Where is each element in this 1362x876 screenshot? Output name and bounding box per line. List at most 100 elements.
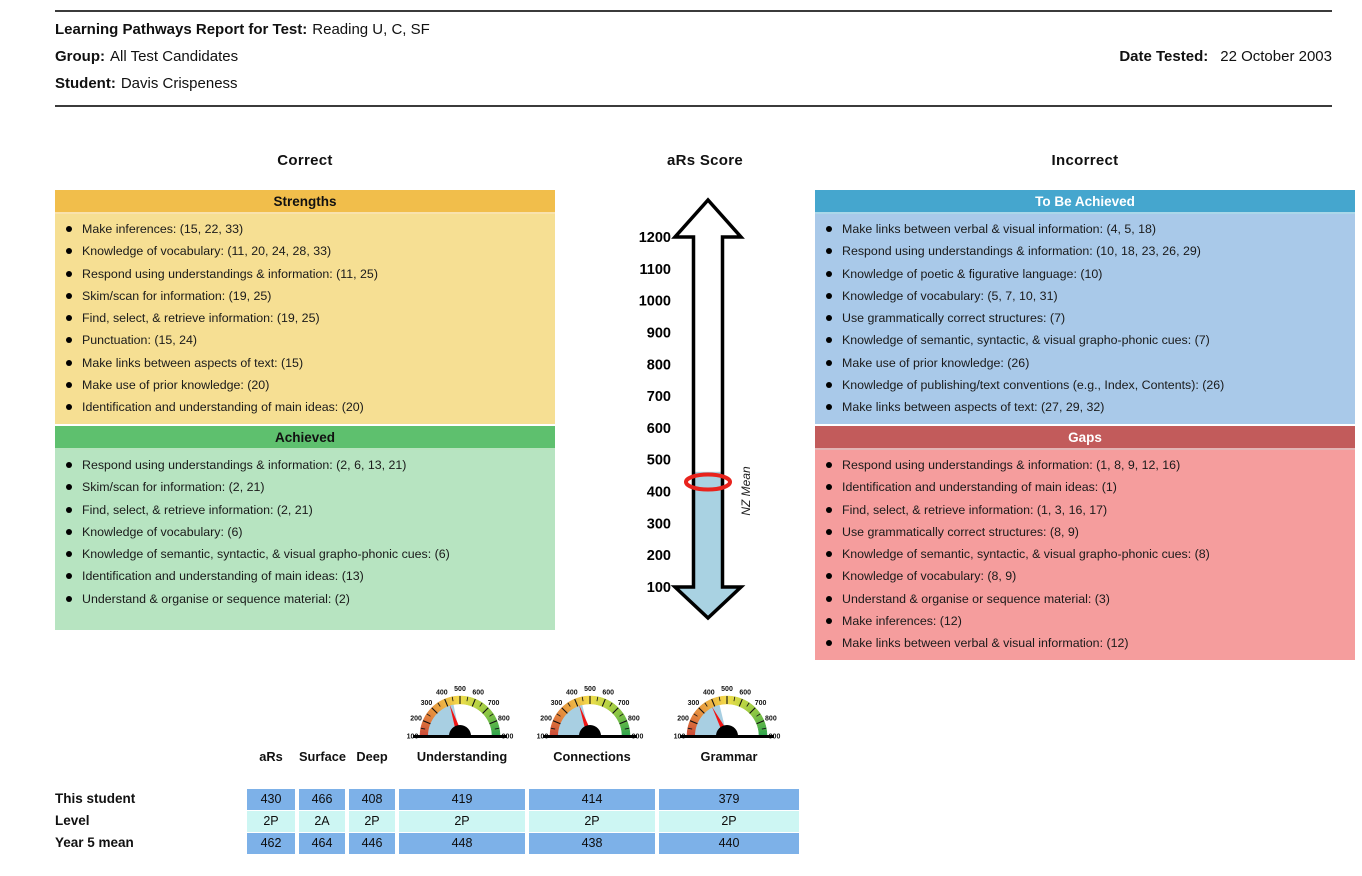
score-cell: 414	[529, 789, 655, 810]
svg-text:800: 800	[765, 715, 777, 722]
score-cell: 462	[247, 833, 295, 854]
svg-text:600: 600	[647, 421, 671, 437]
achieved-panel: Achieved Respond using understandings & …	[55, 426, 555, 630]
skill-item: Use grammatically correct structures: (8…	[815, 521, 1355, 543]
svg-text:700: 700	[488, 700, 500, 707]
skill-item: Make inferences: (15, 22, 33)	[55, 218, 555, 240]
skill-item: Knowledge of semantic, syntactic, & visu…	[815, 329, 1355, 351]
gauge-understanding: 100 200 300 400 500 600 700 800 900	[400, 682, 520, 744]
svg-text:500: 500	[647, 453, 671, 469]
svg-text:900: 900	[502, 734, 514, 741]
score-cell: 440	[659, 833, 799, 854]
svg-text:800: 800	[628, 715, 640, 722]
score-cell: 379	[659, 789, 799, 810]
svg-text:300: 300	[551, 700, 563, 707]
svg-text:300: 300	[421, 700, 433, 707]
score-cell: 2P	[247, 811, 295, 832]
score-row-label: This student	[55, 791, 136, 806]
skill-item: Respond using understandings & informati…	[55, 454, 555, 476]
gaps-panel-title: Gaps	[815, 426, 1355, 450]
svg-text:100: 100	[647, 580, 671, 596]
score-cell: 448	[399, 833, 525, 854]
svg-text:200: 200	[540, 715, 552, 722]
score-table-row-labels: This student Level Year 5 mean	[55, 788, 135, 854]
score-column-header: Understanding	[416, 749, 508, 764]
svg-text:900: 900	[769, 734, 781, 741]
date-tested-line: Date Tested: 22 October 2003	[1119, 48, 1332, 65]
skill-item: Find, select, & retrieve information: (1…	[55, 307, 555, 329]
svg-text:500: 500	[454, 686, 466, 693]
svg-text:700: 700	[755, 700, 767, 707]
skill-item: Identification and understanding of main…	[815, 476, 1355, 498]
svg-text:800: 800	[647, 357, 671, 373]
to-be-achieved-panel: To Be Achieved Make links between verbal…	[815, 190, 1355, 424]
skill-item: Make links between verbal & visual infor…	[815, 218, 1355, 240]
score-cell: 438	[529, 833, 655, 854]
svg-text:100: 100	[407, 734, 419, 741]
score-cell: 419	[399, 789, 525, 810]
strengths-panel-title: Strengths	[55, 190, 555, 214]
score-row-label: Level	[55, 813, 90, 828]
score-cell: 408	[349, 789, 395, 810]
skill-item: Knowledge of vocabulary: (5, 7, 10, 31)	[815, 285, 1355, 307]
student-value: Davis Crispeness	[120, 75, 238, 92]
score-row-label: Year 5 mean	[55, 835, 134, 850]
strengths-panel: Strengths Make inferences: (15, 22, 33) K…	[55, 190, 555, 424]
svg-text:600: 600	[602, 690, 614, 697]
correct-column-title: Correct	[277, 152, 333, 169]
svg-text:200: 200	[677, 715, 689, 722]
svg-text:500: 500	[721, 686, 733, 693]
skill-item: Respond using understandings & informati…	[815, 240, 1355, 262]
svg-text:100: 100	[537, 734, 549, 741]
report-title-line: Learning Pathways Report for Test: Readin…	[55, 21, 430, 38]
skill-item: Make links between aspects of text: (27,…	[815, 396, 1355, 418]
strengths-list: Make inferences: (15, 22, 33) Knowledge o…	[55, 214, 555, 424]
skill-item: Knowledge of vocabulary: (11, 20, 24, 28…	[55, 240, 555, 262]
svg-text:300: 300	[688, 700, 700, 707]
skill-item: Knowledge of semantic, syntactic, & visu…	[815, 543, 1355, 565]
skill-item: Knowledge of poetic & figurative languag…	[815, 263, 1355, 285]
score-cell: 466	[299, 789, 345, 810]
svg-text:1200: 1200	[639, 230, 671, 246]
header-bottom-rule	[55, 105, 1332, 107]
skill-item: Respond using understandings & informati…	[815, 454, 1355, 476]
svg-text:800: 800	[498, 715, 510, 722]
svg-text:1000: 1000	[639, 294, 671, 310]
skill-item: Identification and understanding of main…	[55, 396, 555, 418]
date-tested-value: 22 October 2003	[1220, 48, 1332, 65]
svg-text:200: 200	[647, 548, 671, 564]
score-cell: 446	[349, 833, 395, 854]
score-column-header: aRs	[259, 749, 283, 764]
student-label: Student:	[55, 75, 116, 92]
skill-item: Find, select, & retrieve information: (1…	[815, 499, 1355, 521]
score-row: 462 464 446 448 438 440	[247, 833, 799, 854]
gaps-list: Respond using understandings & informati…	[815, 450, 1355, 660]
svg-text:400: 400	[647, 485, 671, 501]
to-be-achieved-panel-title: To Be Achieved	[815, 190, 1355, 214]
svg-text:200: 200	[410, 715, 422, 722]
to-be-achieved-list: Make links between verbal & visual infor…	[815, 214, 1355, 424]
score-column-header: Deep	[356, 749, 388, 764]
ars-score-title: aRs Score	[666, 152, 744, 169]
score-cell: 464	[299, 833, 345, 854]
gauge-connections: 100 200 300 400 500 600 700 800 900	[530, 682, 650, 744]
skill-item: Knowledge of vocabulary: (8, 9)	[815, 565, 1355, 587]
skill-item: Respond using understandings & informati…	[55, 263, 555, 285]
svg-text:500: 500	[584, 686, 596, 693]
svg-text:1100: 1100	[640, 262, 671, 278]
skill-item: Use grammatically correct structures: (7…	[815, 307, 1355, 329]
skill-item: Make links between verbal & visual infor…	[815, 632, 1355, 654]
score-cell: 2A	[299, 811, 345, 832]
group-line: Group: All Test Candidates	[55, 48, 238, 65]
svg-text:400: 400	[436, 690, 448, 697]
svg-text:300: 300	[647, 516, 671, 532]
score-column-header: Connections	[553, 749, 631, 764]
skill-item: Make inferences: (12)	[815, 610, 1355, 632]
score-column-header: Surface	[299, 749, 346, 764]
skill-item: Skim/scan for information: (19, 25)	[55, 285, 555, 307]
score-row: 430 466 408 419 414 379	[247, 789, 799, 810]
ars-scale-arrow: 1200 1100 1000 900 800 700 600 500 400 300 200 100 N…	[615, 192, 795, 629]
